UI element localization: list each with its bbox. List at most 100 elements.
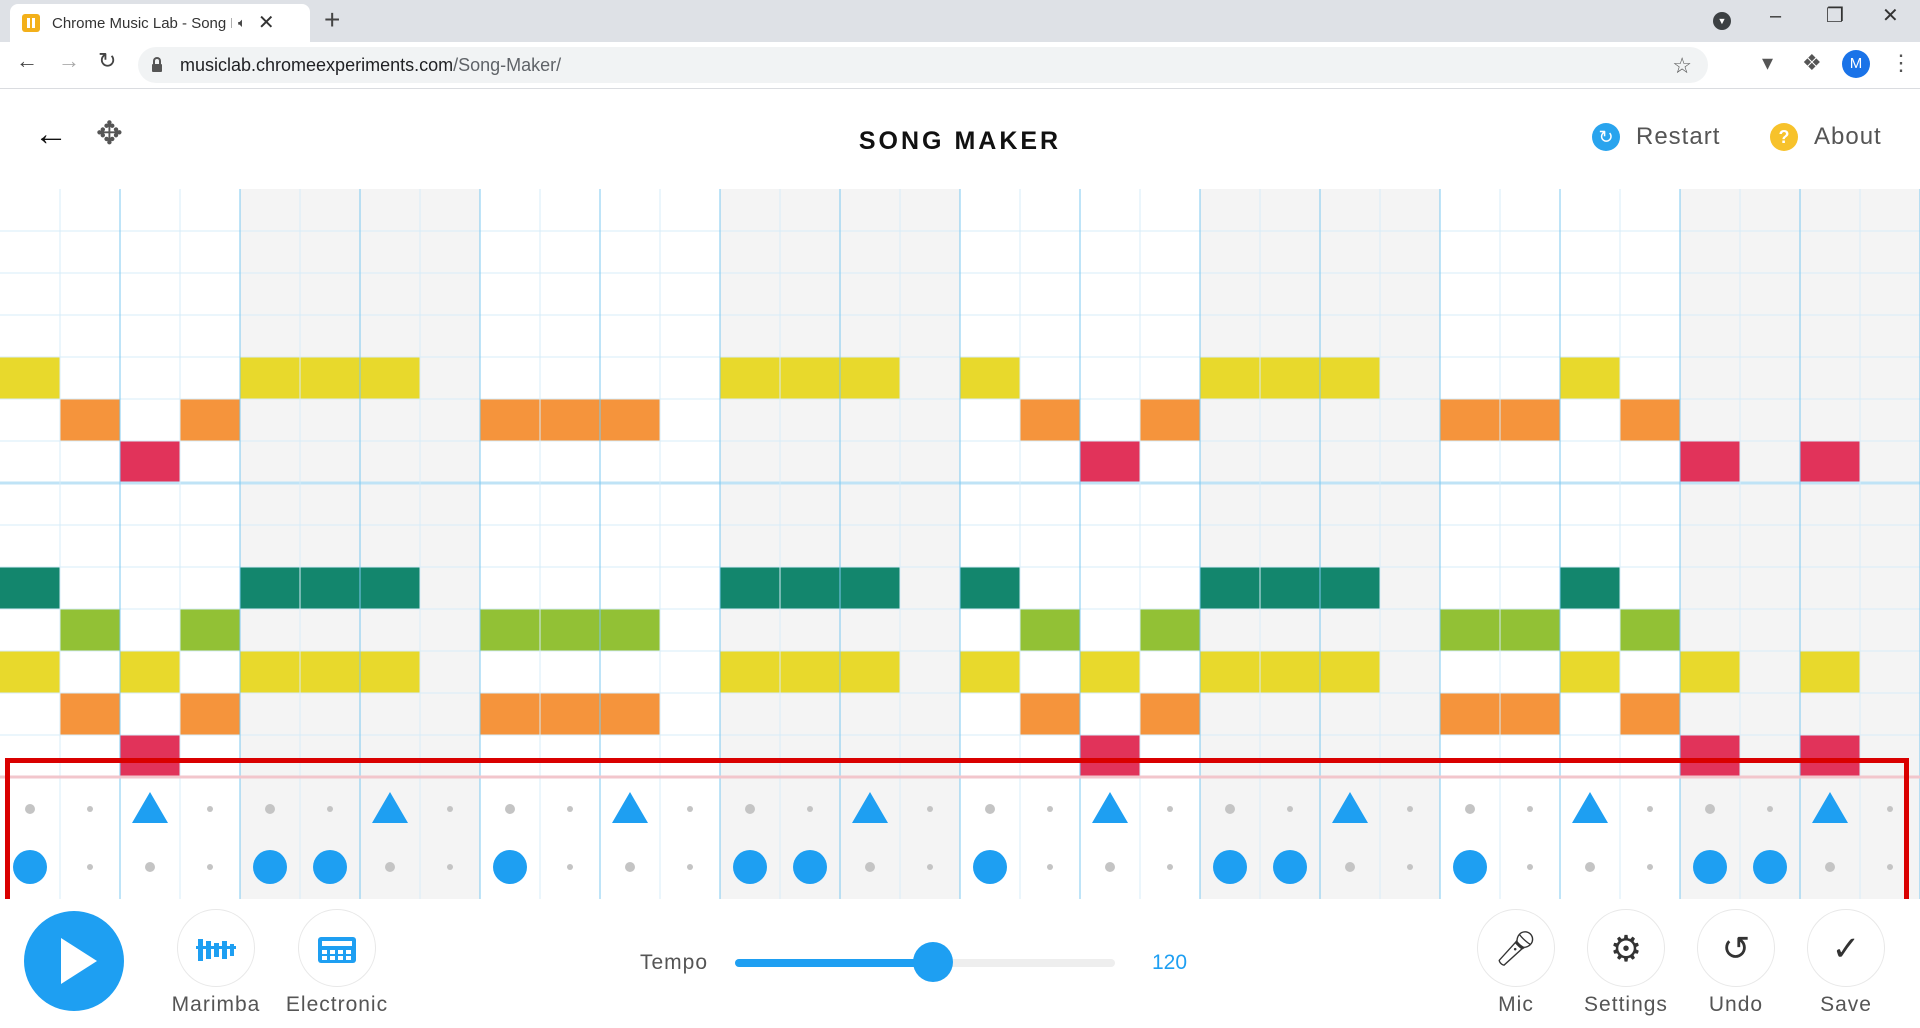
melody-note[interactable] [1440,609,1500,651]
melody-note[interactable] [1620,693,1680,735]
melody-note[interactable] [780,357,840,399]
about-button[interactable]: ? About [1770,123,1882,151]
song-grid-canvas[interactable] [0,189,1920,899]
back-icon[interactable]: ← [16,48,38,73]
melody-note[interactable] [540,693,600,735]
rhythm-circle[interactable] [253,850,287,884]
melody-note[interactable] [600,399,660,441]
rhythm-dot[interactable] [927,864,933,870]
rhythm-dot[interactable] [25,804,35,814]
melody-note[interactable] [540,399,600,441]
rhythm-dot[interactable] [505,804,515,814]
melody-note[interactable] [1680,651,1740,693]
bookmark-star-icon[interactable]: ☆ [1672,53,1692,78]
electronic-button[interactable] [298,909,376,987]
melody-note[interactable] [1260,567,1320,609]
melody-note[interactable] [1620,609,1680,651]
melody-note[interactable] [1080,651,1140,693]
rhythm-dot[interactable] [1047,864,1053,870]
rhythm-dot[interactable] [327,806,333,812]
melody-note[interactable] [600,693,660,735]
melody-note[interactable] [960,567,1020,609]
rhythm-circle[interactable] [1273,850,1307,884]
melody-note[interactable] [1680,735,1740,777]
browser-menu-icon[interactable]: ⋮ [1890,50,1912,75]
melody-note[interactable] [180,399,240,441]
rhythm-dot[interactable] [207,806,213,812]
melody-note[interactable] [720,357,780,399]
new-tab-button[interactable]: + [324,4,341,35]
melody-note[interactable] [1200,357,1260,399]
melody-note[interactable] [780,651,840,693]
melody-note[interactable] [360,651,420,693]
melody-note[interactable] [1680,441,1740,483]
rhythm-dot[interactable] [447,806,453,812]
melody-note[interactable] [1500,609,1560,651]
rhythm-dot[interactable] [567,806,573,812]
rhythm-circle[interactable] [733,850,767,884]
rhythm-dot[interactable] [1527,806,1533,812]
reload-icon[interactable]: ↻ [98,48,117,73]
rhythm-circle[interactable] [1453,850,1487,884]
rhythm-dot[interactable] [1527,864,1533,870]
melody-note[interactable] [240,357,300,399]
address-bar[interactable]: musiclab.chromeexperiments.com/Song-Make… [138,47,1708,83]
speaker-icon[interactable]: 🔈︎ [238,15,246,30]
rhythm-dot[interactable] [1167,806,1173,812]
rhythm-circle[interactable] [493,850,527,884]
melody-note[interactable] [960,651,1020,693]
rhythm-dot[interactable] [87,864,93,870]
rhythm-dot[interactable] [1647,864,1653,870]
rhythm-dot[interactable] [385,862,395,872]
melody-note[interactable] [1500,693,1560,735]
melody-note[interactable] [240,567,300,609]
melody-note[interactable] [60,609,120,651]
rhythm-dot[interactable] [1167,864,1173,870]
melody-note[interactable] [300,567,360,609]
melody-note[interactable] [1260,651,1320,693]
melody-note[interactable] [1560,567,1620,609]
melody-note[interactable] [1200,567,1260,609]
melody-note[interactable] [180,693,240,735]
melody-note[interactable] [720,651,780,693]
melody-note[interactable] [1800,735,1860,777]
rhythm-triangle[interactable] [1332,792,1368,823]
melody-note[interactable] [1260,357,1320,399]
melody-note[interactable] [360,567,420,609]
rhythm-dot[interactable] [807,806,813,812]
undo-button[interactable]: ↺ [1697,909,1775,987]
melody-note[interactable] [1800,651,1860,693]
mic-button[interactable]: 🎤︎ [1477,909,1555,987]
rhythm-dot[interactable] [447,864,453,870]
rhythm-dot[interactable] [1825,862,1835,872]
rhythm-dot[interactable] [1407,864,1413,870]
rhythm-circle[interactable] [1753,850,1787,884]
rhythm-dot[interactable] [1887,806,1893,812]
melody-note[interactable] [120,651,180,693]
melody-note[interactable] [0,357,60,399]
rhythm-dot[interactable] [1887,864,1893,870]
melody-note[interactable] [1320,567,1380,609]
rhythm-dot[interactable] [1287,806,1293,812]
play-button[interactable] [24,911,124,1011]
melody-note[interactable] [480,609,540,651]
melody-note[interactable] [0,567,60,609]
melody-note[interactable] [1560,651,1620,693]
rhythm-triangle[interactable] [1092,792,1128,823]
marimba-button[interactable] [177,909,255,987]
close-window-icon[interactable]: ✕ [1882,5,1899,27]
rhythm-dot[interactable] [145,862,155,872]
melody-note[interactable] [0,651,60,693]
restore-icon[interactable]: ❐ [1826,5,1844,27]
rhythm-dot[interactable] [865,862,875,872]
rhythm-dot[interactable] [1767,806,1773,812]
tempo-slider[interactable] [735,942,1115,982]
melody-note[interactable] [1080,441,1140,483]
rhythm-dot[interactable] [745,804,755,814]
melody-note[interactable] [1800,441,1860,483]
melody-note[interactable] [240,651,300,693]
rhythm-triangle[interactable] [1812,792,1848,823]
melody-note[interactable] [1020,609,1080,651]
melody-note[interactable] [840,357,900,399]
minimize-icon[interactable]: – [1770,5,1782,27]
